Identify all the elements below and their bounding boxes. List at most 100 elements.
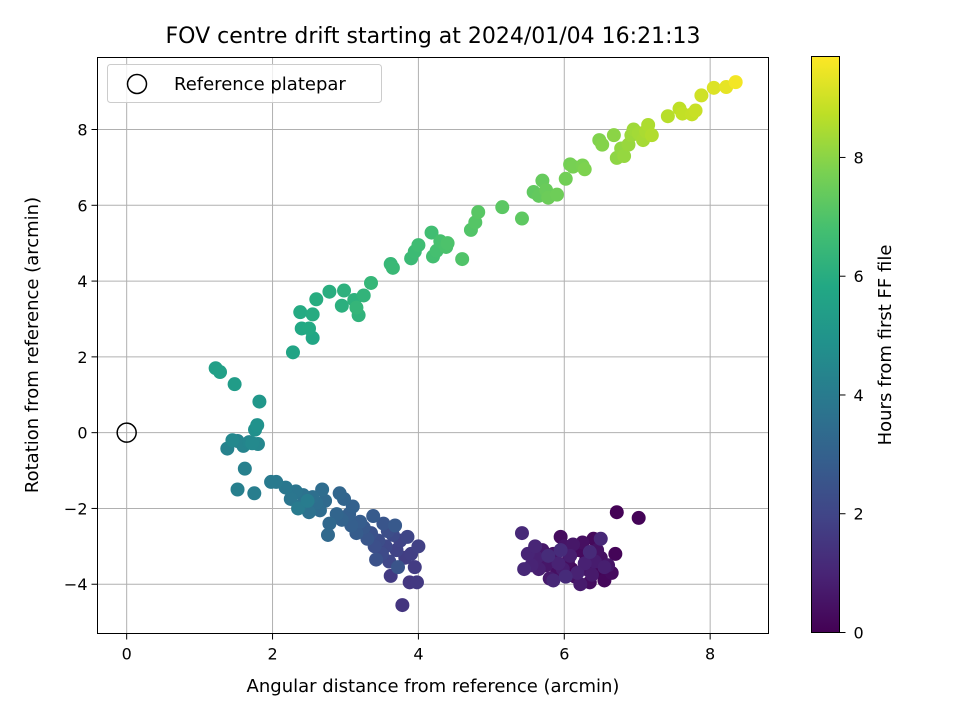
data-point (322, 516, 337, 531)
data-point (517, 562, 532, 577)
x-tick-label: 0 (122, 645, 132, 664)
axes-frame (97, 57, 769, 634)
data-point (577, 556, 592, 571)
data-point (660, 109, 675, 124)
data-point (706, 80, 721, 95)
data-point (329, 507, 344, 522)
data-point (584, 567, 599, 582)
data-point (409, 575, 424, 590)
data-point (570, 565, 585, 580)
data-point (309, 292, 324, 307)
data-point (728, 75, 743, 90)
data-point (388, 518, 403, 533)
colorbar-ticks: 0 2 4 6 8 (839, 148, 864, 643)
data-point (250, 418, 265, 433)
data-point (300, 493, 315, 508)
data-point (385, 260, 400, 275)
data-point (688, 103, 703, 118)
legend: Reference platepar (107, 64, 382, 103)
data-point (595, 137, 610, 152)
data-point (617, 149, 632, 164)
colorbar: 0 2 4 6 8 Hours from first FF file (811, 56, 896, 643)
y-tick-label: 4 (77, 272, 87, 291)
data-point (609, 505, 624, 520)
data-point (411, 539, 426, 554)
legend-box (107, 64, 382, 103)
data-point (349, 300, 364, 315)
data-point (332, 486, 347, 501)
data-point (577, 162, 592, 177)
x-axis-ticks: 0 2 4 6 8 (122, 633, 715, 664)
data-point (549, 187, 564, 202)
colorbar-tick-label: 4 (854, 386, 864, 405)
data-point (390, 560, 405, 575)
data-point (376, 516, 391, 531)
data-point (334, 298, 349, 313)
colorbar-gradient (811, 56, 840, 633)
y-axis-label: Rotation from reference (arcmin) (22, 197, 43, 493)
x-axis-label: Angular distance from reference (arcmin) (247, 676, 620, 697)
data-point (573, 577, 588, 592)
data-point (247, 486, 262, 501)
data-point (395, 598, 410, 613)
data-point (606, 128, 621, 143)
data-point (366, 509, 381, 524)
data-point (322, 284, 337, 299)
data-point (582, 545, 597, 560)
data-point (305, 307, 320, 322)
x-tick-label: 4 (413, 645, 423, 664)
data-point (245, 436, 260, 451)
y-tick-label: −2 (64, 499, 88, 518)
data-point (553, 543, 568, 558)
data-point (593, 531, 608, 546)
data-point (285, 345, 300, 360)
data-point (541, 548, 556, 563)
scatter-points (208, 75, 743, 613)
colorbar-tick-label: 6 (854, 267, 864, 286)
data-point (400, 529, 415, 544)
data-point (424, 225, 439, 240)
data-point (360, 531, 375, 546)
data-point (558, 171, 573, 186)
data-point (566, 537, 581, 552)
data-point (551, 556, 566, 571)
data-point (264, 474, 279, 489)
data-point (356, 288, 371, 303)
data-point (514, 211, 529, 226)
data-point (597, 560, 612, 575)
y-tick-label: 0 (77, 424, 87, 443)
data-point (213, 365, 228, 380)
data-point (546, 573, 561, 588)
y-tick-label: 6 (77, 196, 87, 215)
data-point (320, 527, 335, 542)
colorbar-tick-label: 8 (854, 148, 864, 167)
reference-platepar-marker (116, 422, 137, 443)
data-point (337, 283, 352, 298)
y-axis-ticks: −4 −2 0 2 4 6 8 (64, 121, 98, 594)
data-point (495, 200, 510, 215)
colorbar-tick-label: 2 (854, 505, 864, 524)
y-tick-label: 8 (77, 121, 87, 140)
data-point (237, 461, 252, 476)
data-point (514, 526, 529, 541)
data-point (411, 238, 426, 253)
data-point (225, 433, 240, 448)
data-point (302, 321, 317, 336)
legend-label: Reference platepar (174, 74, 346, 95)
x-tick-label: 6 (559, 645, 569, 664)
x-tick-label: 2 (267, 645, 277, 664)
legend-marker (126, 73, 148, 95)
data-point (440, 236, 455, 251)
data-point (227, 377, 242, 392)
data-point (455, 252, 470, 267)
grid (97, 57, 769, 634)
data-point (631, 510, 646, 525)
colorbar-tick-label: 0 (854, 624, 864, 643)
data-point (315, 482, 330, 497)
data-point (230, 482, 245, 497)
data-point (364, 275, 379, 290)
data-point (283, 491, 298, 506)
data-point (528, 539, 543, 554)
